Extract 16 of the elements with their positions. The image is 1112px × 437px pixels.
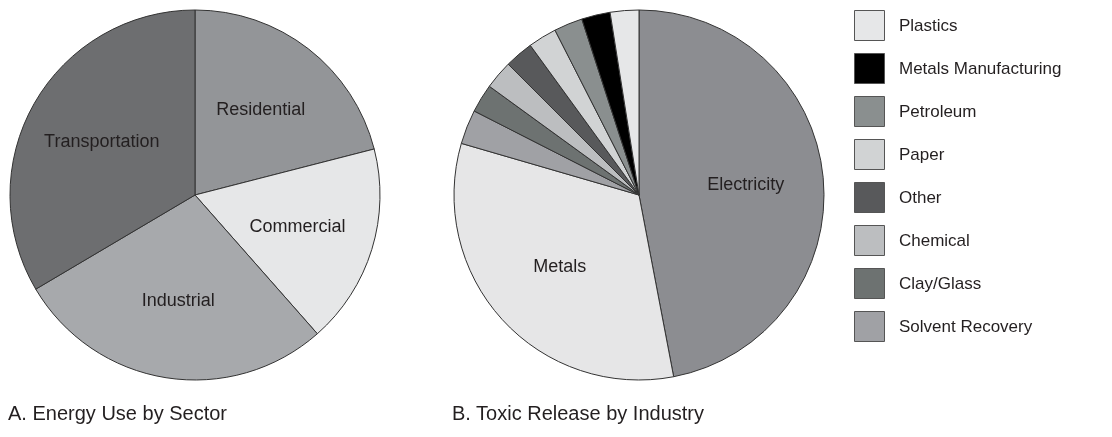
slice-label: Metals xyxy=(533,256,587,277)
slice-label: Electricity xyxy=(707,173,785,194)
legend-label: Metals Manufacturing xyxy=(899,58,1062,78)
text: B. Toxic Release by Industry xyxy=(452,402,704,424)
legend-label: Other xyxy=(899,187,942,207)
slice-label: Residential xyxy=(216,99,306,120)
legend-label: Paper xyxy=(899,144,945,164)
legend-label: Clay/Glass xyxy=(899,273,982,293)
slice-label: Commercial xyxy=(249,215,346,236)
legend-label: Chemical xyxy=(899,230,970,250)
slice-label: Industrial xyxy=(141,289,215,310)
legend-label: Petroleum xyxy=(899,101,977,121)
legend-label: Solvent Recovery xyxy=(899,316,1033,336)
slice-label: Transportation xyxy=(44,130,160,151)
legend-label: Plastics xyxy=(899,15,958,35)
text: A. Energy Use by Sector xyxy=(8,402,228,424)
